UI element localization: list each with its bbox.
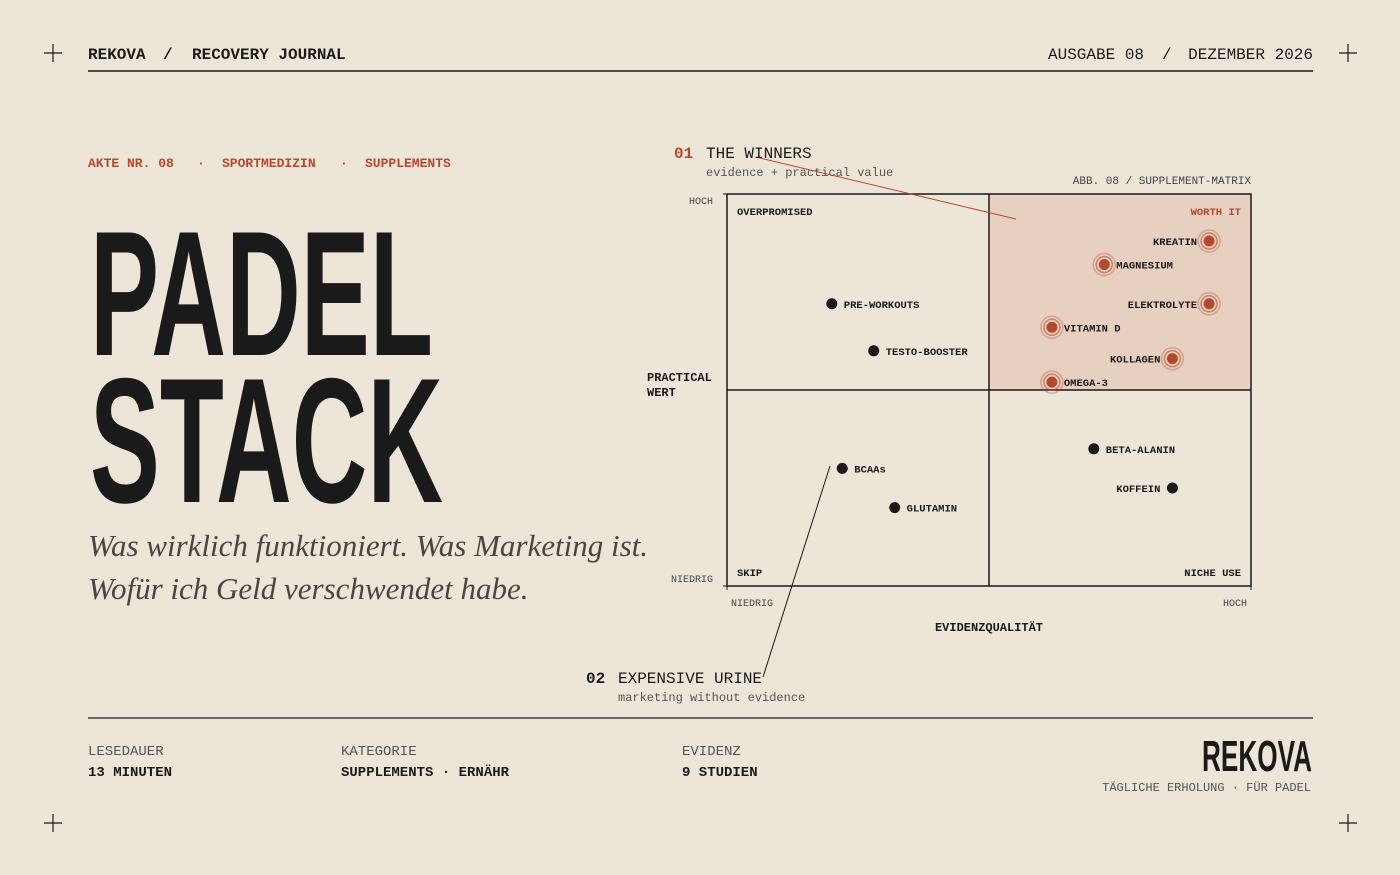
highlight-quadrant xyxy=(989,194,1251,390)
point-ring xyxy=(1095,255,1114,274)
point xyxy=(1203,298,1215,310)
journal: RECOVERY JOURNAL xyxy=(192,46,346,64)
subtitle: Was wirklich funktioniert. Was Marketing… xyxy=(88,528,648,563)
footer-brand: REKOVA xyxy=(1202,732,1312,781)
point-label: ELEKTROLYTE xyxy=(1128,300,1197,312)
point-label: KOFFEIN xyxy=(1116,484,1160,496)
point xyxy=(1203,235,1215,247)
point-ring xyxy=(1197,229,1221,253)
annotation-text: evidence + practical value xyxy=(706,166,893,180)
tag-sep: · xyxy=(197,156,205,171)
point xyxy=(1046,321,1058,333)
quadrant-label: NICHE USE xyxy=(1184,568,1241,580)
point-ring xyxy=(1040,370,1064,394)
callout-line xyxy=(762,465,831,678)
title: PADEL xyxy=(90,194,433,393)
tag: AKTE NR. 08 xyxy=(88,156,174,171)
point-ring xyxy=(1163,349,1182,368)
quadrant-label: SKIP xyxy=(737,568,762,580)
quadrant-label: OVERPROMISED xyxy=(737,207,813,219)
title: STACK xyxy=(90,341,443,540)
separator: / xyxy=(1162,46,1172,64)
tag: SPORTMEDIZIN xyxy=(222,156,316,171)
annotation-number: 02 xyxy=(586,670,605,688)
point xyxy=(1166,353,1178,365)
point-ring xyxy=(1160,346,1185,371)
footer-value: SUPPLEMENTS · ERNÄHR xyxy=(341,764,510,781)
point xyxy=(868,345,880,357)
point xyxy=(1166,482,1178,494)
point xyxy=(889,502,901,514)
tag-sep: · xyxy=(340,156,348,171)
point-ring xyxy=(1040,315,1064,340)
annotation-title: THE WINNERS xyxy=(706,145,812,163)
matrix-chart: OVERPROMISED WORTH IT SKIP NICHE USE ABB. 08… xyxy=(586,145,1252,705)
annotation-text: marketing without evidence xyxy=(618,691,805,705)
quadrant-label: WORTH IT xyxy=(1191,207,1241,219)
point-label: VITAMIN D xyxy=(1064,323,1121,335)
y-axis-label: PRACTICAL xyxy=(647,371,712,385)
y-axis-label: WERT xyxy=(647,386,676,400)
point-label: MAGNESIUM xyxy=(1116,261,1173,273)
point-label: BETA-ALANIN xyxy=(1106,445,1175,457)
date: DEZEMBER 2026 xyxy=(1188,46,1313,64)
footer-value: 9 STUDIEN xyxy=(682,765,758,781)
y-tick-label: NIEDRIG xyxy=(671,575,713,586)
point xyxy=(1098,259,1110,271)
point-ring xyxy=(1200,232,1218,250)
y-tick-label: HOCH xyxy=(689,197,713,208)
annotation-number: 01 xyxy=(674,145,693,163)
tagline: TÄGLICHE ERHOLUNG · FÜR PADEL xyxy=(1102,781,1311,795)
caption: ABB. 08 / SUPPLEMENT-MATRIX xyxy=(1073,176,1252,188)
footer-label: LESEDAUER xyxy=(88,744,164,760)
point xyxy=(836,462,848,474)
point-ring xyxy=(1043,373,1061,391)
footer-value: 13 MINUTEN xyxy=(88,765,172,781)
point-label: GLUTAMIN xyxy=(907,504,957,516)
point-label: OMEGA-3 xyxy=(1064,378,1108,390)
point-ring xyxy=(1092,252,1117,277)
point-label: KOLLAGEN xyxy=(1110,355,1160,367)
tag: SUPPLEMENTS xyxy=(365,156,451,171)
point-label: KREATIN xyxy=(1153,237,1197,249)
point-ring xyxy=(1043,318,1061,337)
point-label: BCAAs xyxy=(854,464,886,476)
point-ring xyxy=(1197,292,1221,316)
x-axis-label: EVIDENZQUALITÄT xyxy=(935,620,1043,635)
point-label: TESTO-BOOSTER xyxy=(886,347,969,359)
x-tick-label: HOCH xyxy=(1223,599,1247,610)
x-tick-label: NIEDRIG xyxy=(731,599,773,610)
annotation-title: EXPENSIVE URINE xyxy=(618,670,762,688)
issue: AUSGABE 08 xyxy=(1048,46,1144,64)
point xyxy=(1088,443,1100,455)
footer-label: KATEGORIE xyxy=(341,744,417,760)
point-ring xyxy=(1200,295,1218,313)
footer-label: EVIDENZ xyxy=(682,744,741,760)
point xyxy=(1046,376,1058,388)
callout-line xyxy=(759,157,1017,220)
brand: REKOVA xyxy=(88,46,146,64)
corner-marks xyxy=(44,44,1357,832)
subtitle: Wofür ich Geld verschwendet habe. xyxy=(88,571,529,606)
separator: / xyxy=(163,46,173,64)
point-label: PRE-WORKOUTS xyxy=(844,300,920,312)
point xyxy=(826,298,838,310)
